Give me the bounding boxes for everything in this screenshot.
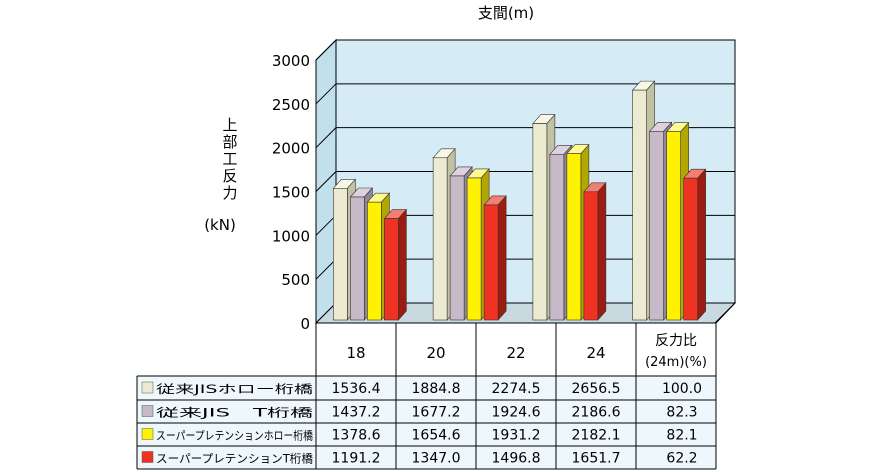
data-label: 2656.5: [572, 381, 621, 397]
data-label: 2186.6: [572, 405, 621, 421]
data-label: 1924.6: [492, 405, 541, 421]
grid-line: [315, 171, 735, 192]
y-tick-label: 2000: [272, 140, 310, 158]
bar-front: [466, 177, 482, 321]
x-tick-label: 20: [426, 344, 445, 362]
bar-front: [483, 204, 499, 321]
ratio-header: 反力比: [655, 333, 697, 349]
bar-front: [449, 175, 465, 321]
y-tick-label: 500: [281, 271, 310, 289]
y-axis-label-char: 部: [222, 133, 237, 151]
data-table: 18 20 22 24 反力比 (24m)(%) 従来JISホロー桁橋 1536.4 1884.…: [136, 302, 736, 470]
bar: [383, 208, 408, 321]
legend-label: スーパープレテンションT桁橋: [156, 452, 314, 466]
table-header-bg: [316, 323, 716, 376]
bar-front: [350, 196, 365, 321]
data-label: 1654.6: [412, 428, 461, 444]
legend-swatch: [141, 405, 154, 417]
chart-title: 支間(m): [478, 4, 534, 22]
y-tick-label: 0: [300, 315, 310, 333]
legend-swatch: [141, 381, 154, 394]
legend-label: 従来JIS T桁橋: [156, 406, 314, 420]
data-label: 1677.2: [412, 405, 461, 421]
bar-side: [497, 195, 507, 321]
bar-front: [583, 191, 599, 321]
grid-line: [315, 83, 735, 105]
y-tick-label: 2500: [272, 96, 310, 114]
grid-line: [315, 39, 735, 61]
y-axis-unit: (kN): [204, 216, 236, 234]
ratio-header-unit: (24m)(%): [645, 355, 707, 370]
x-tick-label: 24: [586, 344, 605, 362]
x-tick-label: 18: [346, 344, 365, 362]
grid-line: [315, 127, 735, 149]
y-axis-label-char: 上: [222, 116, 237, 134]
y-axis-label-char: 力: [222, 184, 237, 202]
data-label: 1378.6: [332, 428, 381, 444]
y-tick-label: 1000: [272, 227, 310, 245]
bar-side: [597, 181, 607, 321]
legend-swatch: [141, 428, 154, 440]
legend-label: 従来JISホロー桁橋: [156, 382, 314, 396]
bar: [483, 195, 507, 321]
bar-front: [333, 188, 348, 321]
ratio-value: 82.3: [666, 405, 697, 421]
ratio-value: 82.1: [666, 428, 697, 444]
data-label: 1437.2: [332, 405, 381, 421]
bar-front: [666, 131, 681, 321]
bar-front: [566, 153, 582, 321]
legend-label: スーパープレテンションホロー桁橋: [156, 429, 313, 443]
ratio-value: 62.2: [666, 451, 697, 467]
data-label: 1347.0: [412, 451, 461, 467]
data-label: 2182.1: [572, 428, 621, 444]
data-label: 1651.7: [572, 451, 621, 467]
bar: [682, 168, 707, 321]
bar-side: [697, 168, 706, 321]
data-label: 1884.8: [412, 381, 461, 397]
y-tick-label: 3000: [272, 52, 310, 70]
bar: [583, 181, 607, 321]
legend-swatch: [141, 451, 154, 463]
y-tick-label: 1500: [272, 184, 310, 202]
bar-front: [432, 157, 448, 321]
ratio-value: 100.0: [662, 381, 702, 397]
bar-front: [649, 131, 664, 321]
y-axis-label-char: 反: [222, 167, 237, 185]
bar-front: [532, 123, 548, 321]
data-label: 1536.4: [332, 381, 381, 397]
bar-front: [549, 153, 565, 321]
bar-side: [398, 208, 407, 321]
data-label: 1931.2: [492, 428, 541, 444]
bars: [332, 80, 707, 321]
data-label: 1191.2: [332, 451, 381, 467]
bar-front: [367, 201, 382, 321]
data-label: 2274.5: [492, 381, 541, 397]
data-label: 1496.8: [492, 451, 541, 467]
y-axis-label-char: 工: [222, 150, 237, 168]
table-line: [715, 302, 736, 324]
bar-front: [683, 177, 698, 321]
bar-front: [632, 89, 647, 321]
bar-front: [384, 218, 399, 321]
x-tick-label: 22: [506, 344, 525, 362]
